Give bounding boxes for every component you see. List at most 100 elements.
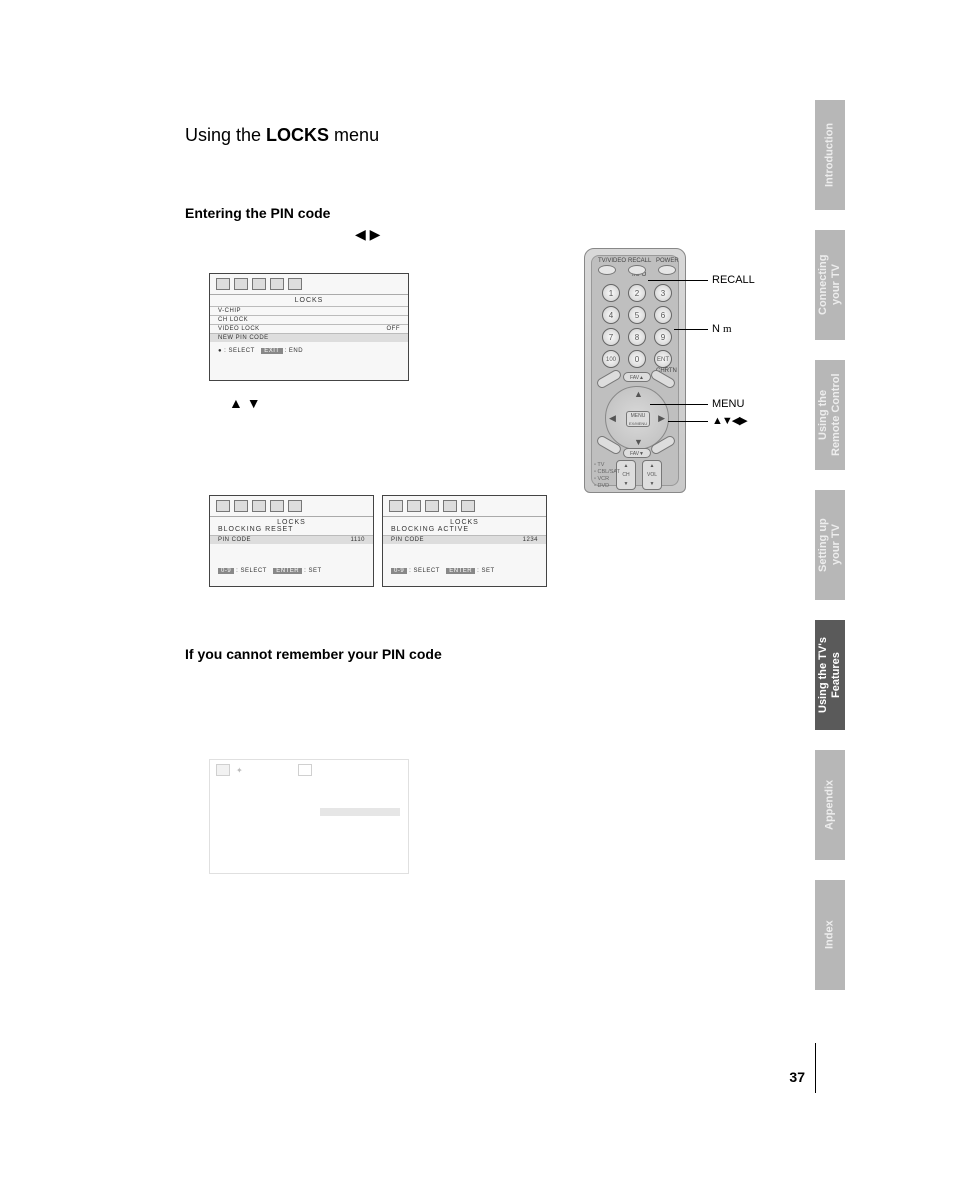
remote-button-0[interactable]: 0 — [628, 350, 646, 368]
footer-set: : SET — [477, 568, 495, 574]
vol-label: VOL — [643, 472, 661, 478]
remote-button-6[interactable]: 6 — [654, 306, 672, 324]
remote-button-power[interactable] — [658, 265, 676, 275]
osd-right-title: LOCKS — [383, 517, 546, 526]
callout-line — [674, 329, 708, 330]
remote-button-1[interactable]: 1 — [602, 284, 620, 302]
osd-tab-icon — [234, 278, 248, 290]
page-number: 37 — [789, 1069, 805, 1085]
remote-button-recall[interactable] — [628, 265, 646, 275]
osd-tab-icon — [252, 500, 266, 512]
osd-row-label: VIDEO LOCK — [218, 325, 260, 333]
osd-row-label: PIN CODE — [391, 536, 424, 544]
callout-m: m — [723, 323, 732, 335]
footer-select: : SELECT — [409, 568, 440, 574]
side-tab-introduction[interactable]: Introduction — [815, 100, 845, 210]
callout-numbers: N m — [712, 323, 732, 335]
title-strong: LOCKS — [266, 125, 329, 145]
osd-footer: 0-9: SELECT ENTER: SET — [383, 562, 546, 578]
vol-up-icon: ▲ — [643, 463, 661, 469]
remote-button-vol[interactable]: ▲ VOL ▼ — [642, 460, 662, 490]
callout-line — [650, 404, 708, 405]
callout-menu: MENU — [712, 398, 744, 410]
osd-footer: 0-9: SELECT ENTER: SET — [210, 562, 373, 578]
remote-button-2[interactable]: 2 — [628, 284, 646, 302]
title-prefix: Using the — [185, 125, 266, 145]
arrows-up-down: ▲ ▼ — [229, 395, 261, 411]
osd-main: LOCKS V-CHIP CH LOCK VIDEO LOCK OFF NEW P… — [209, 273, 409, 381]
dpad-right-icon: ▶ — [658, 413, 665, 424]
remote-mode-labels: ▫ TV ▫ CBL/SAT ▫ VCR ▫ DVD — [594, 462, 620, 490]
osd-row-label: PIN CODE — [218, 536, 251, 544]
osd-row-value: OFF — [387, 325, 401, 333]
remote-inner: TV/VIDEO RECALL INFO POWER 1 2 3 4 5 6 7… — [591, 255, 679, 486]
faint-bar — [320, 808, 400, 816]
side-dvd: DVD — [597, 483, 609, 489]
osd-left-subtitle: BLOCKING RESET — [210, 526, 373, 535]
callout-n: N — [712, 323, 720, 335]
osd-tab-icon — [216, 500, 230, 512]
arrows-left-right: ◀ ▶ — [355, 226, 380, 243]
subtitle-entering: Entering the PIN code — [185, 205, 330, 221]
osd-main-title: LOCKS — [210, 295, 408, 306]
enter-key: ENTER — [446, 568, 475, 574]
osd-blocking-reset: LOCKS BLOCKING RESET PIN CODE1110 0-9: S… — [209, 495, 374, 587]
enter-key: ENTER — [273, 568, 302, 574]
osd-row: NEW PIN CODE — [210, 333, 408, 342]
osd-row: V-CHIP — [210, 306, 408, 315]
side-tab-index[interactable]: Index — [815, 880, 845, 990]
osd-row-value: 1234 — [523, 536, 538, 544]
footer-exit: : END — [285, 348, 304, 354]
remote-button-tvvideo[interactable] — [598, 265, 616, 275]
exit-key: EXIT — [261, 348, 282, 354]
osd-row: PIN CODE 1110 — [210, 535, 373, 544]
remote-label-tvvideo: TV/VIDEO — [598, 258, 626, 264]
osd-tab-icon — [270, 500, 284, 512]
callout-line — [668, 421, 708, 422]
remote-button-ent[interactable]: ENT — [654, 350, 672, 368]
osd-row: VIDEO LOCK OFF — [210, 324, 408, 333]
remote-button-7[interactable]: 7 — [602, 328, 620, 346]
osd-tabbar — [383, 496, 546, 517]
osd-row: CH LOCK — [210, 315, 408, 324]
remote-button-9[interactable]: 9 — [654, 328, 672, 346]
osd-tab-icon — [234, 500, 248, 512]
side-tab-setup[interactable]: Setting upyour TV — [815, 490, 845, 600]
remote-button-diag[interactable] — [595, 368, 623, 390]
footer-select: : SELECT — [236, 568, 267, 574]
keys-09: 0-9 — [218, 568, 234, 574]
remote-button-menu[interactable]: MENU EX/MENU — [626, 411, 650, 427]
osd-faint: ✦ — [209, 759, 409, 874]
side-tab-appendix[interactable]: Appendix — [815, 750, 845, 860]
osd-tab-icon — [425, 500, 439, 512]
callout-arrows: ▲▼◀▶ — [712, 414, 747, 427]
osd-tab-icon — [298, 764, 312, 776]
osd-tab-icon — [216, 764, 230, 776]
side-cbl: CBL/SAT — [597, 469, 620, 475]
osd-row-label: CH LOCK — [218, 316, 248, 324]
subtitle-forgot: If you cannot remember your PIN code — [185, 646, 442, 662]
osd-tab-icon — [407, 500, 421, 512]
remote-button-4[interactable]: 4 — [602, 306, 620, 324]
osd-tab-icon — [288, 500, 302, 512]
remote-button-5[interactable]: 5 — [628, 306, 646, 324]
osd-row-value: 1110 — [351, 536, 365, 544]
dpad-ex-label: EX/MENU — [629, 421, 647, 426]
remote-button-100[interactable]: 100 — [602, 350, 620, 368]
osd-right-subtitle: BLOCKING ACTIVE — [383, 526, 546, 535]
side-tab-features[interactable]: Using the TV'sFeatures — [815, 620, 845, 730]
remote-button-8[interactable]: 8 — [628, 328, 646, 346]
remote-button-fav-up[interactable]: FAV▲ — [623, 372, 651, 382]
footer-set: : SET — [304, 568, 322, 574]
osd-tab-icon — [389, 500, 403, 512]
side-tab-connecting[interactable]: Connectingyour TV — [815, 230, 845, 340]
side-tv: TV — [597, 462, 604, 468]
remote-label-power: POWER — [656, 258, 679, 264]
page-rule — [815, 1043, 816, 1093]
osd-tab-icon — [270, 278, 284, 290]
remote-button-3[interactable]: 3 — [654, 284, 672, 302]
side-tab-remote[interactable]: Using theRemote Control — [815, 360, 845, 470]
callout-recall: RECALL — [712, 274, 755, 286]
side-vcr: VCR — [597, 476, 609, 482]
remote-button-fav-down[interactable]: FAV▼ — [623, 448, 651, 458]
